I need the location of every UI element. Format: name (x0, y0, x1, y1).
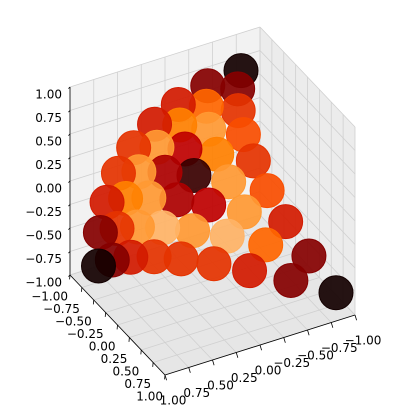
point (268, 204, 304, 240)
y-tick-label: −0.25 (67, 327, 104, 341)
tick-mark (68, 227, 71, 230)
point (291, 238, 327, 274)
z-tick-label: 0.25 (35, 158, 62, 172)
tick-mark (283, 337, 286, 343)
point (248, 227, 284, 263)
tick-mark (188, 367, 191, 373)
point (273, 262, 309, 298)
tick-mark (68, 133, 71, 136)
z-tick-label: −0.50 (25, 229, 62, 243)
y-tick-label: 1.00 (136, 390, 163, 404)
y-tick-label: −1.00 (31, 290, 68, 304)
grid-line (259, 144, 356, 245)
z-tick-label: 1.00 (35, 88, 62, 102)
y-tick-label: 0.25 (101, 352, 128, 366)
point (196, 246, 232, 282)
tick-mark (68, 204, 71, 207)
tick-mark (235, 352, 239, 358)
y-tick-label: −0.50 (55, 315, 92, 329)
tick-mark (68, 157, 71, 160)
grid-line (259, 50, 356, 151)
x-tick-label: 1.00 (160, 394, 187, 408)
x-tick-label: 0.00 (255, 364, 282, 378)
x-tick-label: −0.75 (321, 341, 358, 355)
grid-line (259, 26, 356, 128)
y-tick-label: −0.75 (43, 302, 80, 316)
z-tick-label: −1.00 (25, 276, 62, 290)
tick-mark (68, 110, 71, 113)
y-tick-label: 0.00 (89, 340, 116, 354)
tick-mark (330, 322, 334, 328)
tick-mark (259, 344, 262, 351)
grid-line (153, 302, 344, 363)
tick-mark (68, 274, 71, 277)
x-tick-label: 0.25 (231, 371, 258, 385)
tick-mark (68, 86, 71, 89)
z-tick-label: 0.75 (35, 111, 62, 125)
x-tick-label: −1.00 (345, 334, 382, 348)
grid-line (259, 97, 356, 198)
tick-mark (212, 359, 215, 366)
z-tick-label: 0.50 (35, 135, 62, 149)
x-tick-label: 0.75 (183, 386, 210, 400)
z-tick-label: −0.75 (25, 252, 62, 266)
tick-mark (307, 329, 310, 336)
grid-line (259, 120, 356, 222)
x-tick-label: −0.50 (297, 349, 334, 363)
z-tick-label: −0.25 (25, 205, 62, 219)
grid-line (141, 289, 332, 351)
grid-line (259, 73, 356, 175)
tick-mark (354, 314, 357, 321)
tick-mark (164, 374, 167, 381)
point (211, 164, 247, 200)
tick-mark (68, 251, 71, 254)
z-tick-label: 0.00 (35, 182, 62, 196)
x-tick-label: −0.25 (273, 356, 310, 370)
point (249, 173, 285, 209)
y-tick-label: 0.75 (124, 377, 151, 391)
point (226, 194, 262, 230)
point (232, 253, 268, 289)
tick-mark (68, 180, 71, 183)
x-tick-label: 0.50 (207, 379, 234, 393)
grid-line (69, 26, 261, 88)
point (318, 275, 354, 311)
point (81, 248, 116, 284)
point (235, 143, 271, 179)
y-tick-label: 0.50 (113, 365, 140, 379)
